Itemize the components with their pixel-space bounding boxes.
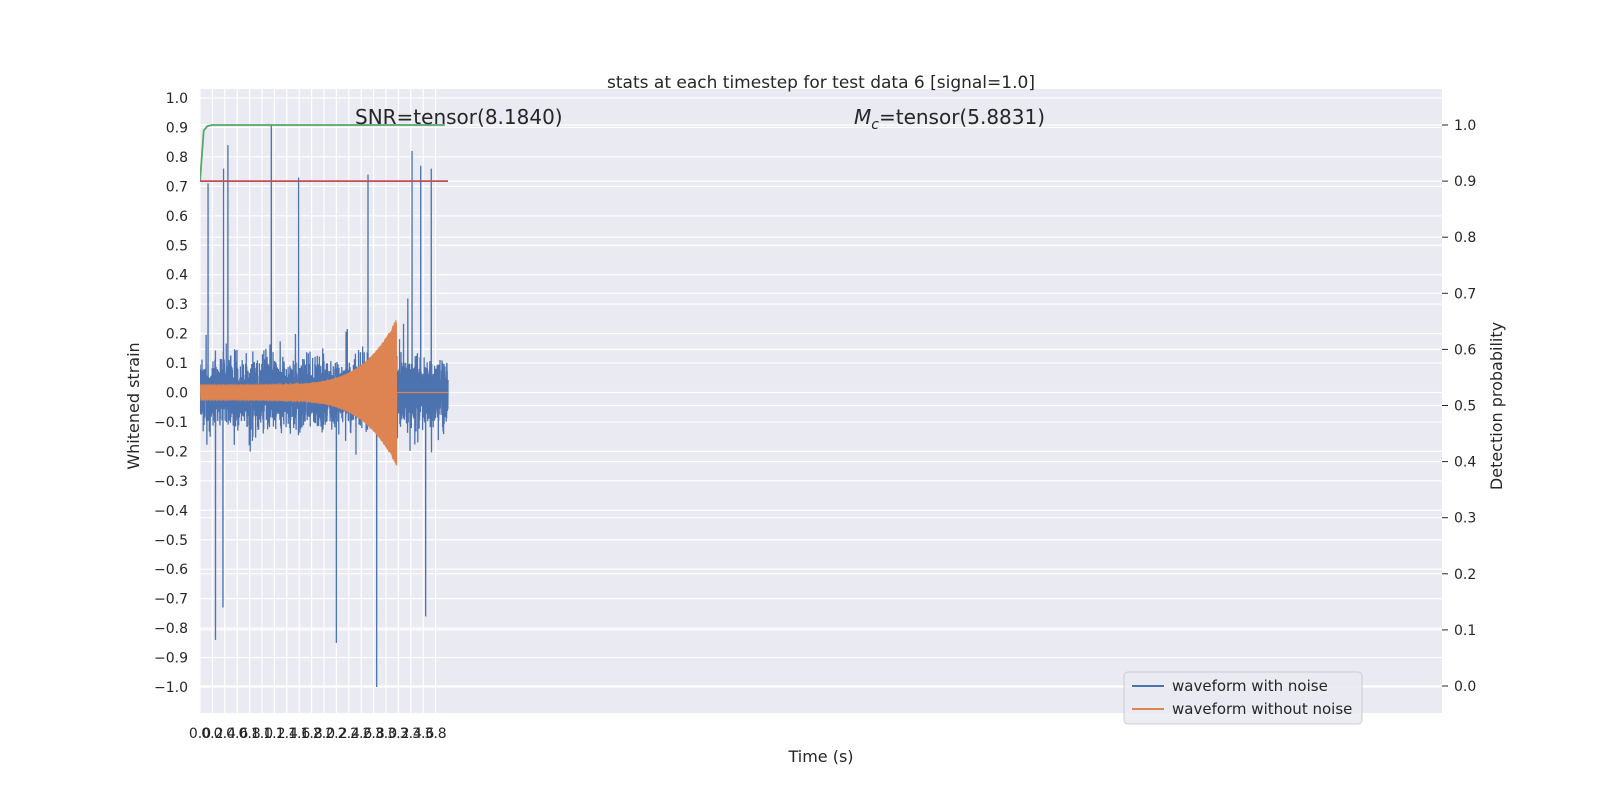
y2-tick-label: 0.8 (1454, 230, 1476, 246)
x-tick-label: 0.6 (226, 726, 248, 742)
y2-tick-label: 0.1 (1454, 623, 1476, 639)
y2-tick-label: 0.4 (1454, 455, 1476, 471)
y-axis-label: Whitened strain (124, 342, 143, 469)
y-tick-label: −0.4 (154, 503, 188, 519)
y2-tick-label: 0.2 (1454, 567, 1476, 583)
chart-title: stats at each timestep for test data 6 [… (607, 73, 1035, 93)
x-axis-ticks: 0.00.20.40.60.81.01.21.41.61.82.02.22.42… (189, 726, 447, 742)
y-tick-label: −1.0 (154, 680, 188, 696)
y2-tick-label: 1.0 (1454, 118, 1476, 134)
x-tick-label: 2.4 (338, 726, 360, 742)
y-tick-label: −0.9 (154, 651, 188, 667)
x-axis-label: Time (s) (787, 747, 853, 766)
x-tick-label: 1.2 (263, 726, 285, 742)
x-tick-label: 3.0 (375, 726, 397, 742)
series-detection-probability (200, 124, 445, 182)
legend-label-noise: waveform with noise (1172, 677, 1328, 695)
y-tick-label: 0.3 (166, 297, 188, 313)
legend-box (1123, 671, 1363, 725)
mc-symbol: M (854, 105, 871, 129)
x-tick-label: 3.8 (424, 726, 446, 742)
y-tick-label: 1.0 (166, 91, 188, 107)
x-tick-label: 0.2 (201, 726, 223, 742)
snr-annotation: SNR=tensor(8.1840) (355, 105, 563, 129)
y-tick-label: 0.5 (166, 238, 188, 254)
y2-axis-label: Detection probability (1487, 322, 1506, 490)
x-tick-label: 3.2 (387, 726, 409, 742)
y2-tick-label: 0.5 (1454, 399, 1476, 415)
y-tick-label: 0.2 (166, 327, 188, 343)
x-tick-label: 1.8 (300, 726, 322, 742)
y-tick-label: −0.5 (154, 533, 188, 549)
y-tick-label: 0.0 (166, 386, 188, 402)
grid-y (200, 97, 1442, 688)
y-tick-label: 0.4 (166, 268, 188, 284)
mc-value: =tensor(5.8831) (879, 105, 1045, 129)
x-tick-label: 1.6 (288, 726, 310, 742)
series-waveform-without-noise (200, 320, 448, 466)
x-tick-label: 1.0 (251, 726, 273, 742)
y-tick-label: −0.6 (154, 562, 188, 578)
y-tick-label: −0.2 (154, 444, 188, 460)
x-tick-label: 0.8 (238, 726, 260, 742)
y2-tick-label: 0.6 (1454, 342, 1476, 358)
series-layer (200, 124, 449, 688)
y-tick-label: 0.7 (166, 179, 188, 195)
y2-tick-label: 0.3 (1454, 511, 1476, 527)
y-tick-label: −0.7 (154, 592, 188, 608)
y-tick-label: −0.8 (154, 621, 188, 637)
mc-subscript: c (871, 117, 879, 133)
y-tick-label: 0.6 (166, 209, 188, 225)
y-tick-label: −0.3 (154, 474, 188, 490)
x-tick-label: 3.6 (412, 726, 434, 742)
x-tick-label: 2.6 (350, 726, 372, 742)
y-tick-label: −0.1 (154, 415, 188, 431)
x-tick-label: 2.8 (362, 726, 384, 742)
y2-axis-ticks: 1.0 0.9 0.8 0.7 0.6 0.5 0.4 0.3 0.2 0.1 0.0 (1442, 118, 1476, 695)
legend-label-clean: waveform without noise (1172, 700, 1352, 718)
x-tick-label: 2.0 (313, 726, 335, 742)
y-tick-label: 0.8 (166, 150, 188, 166)
y-tick-label: 0.9 (166, 120, 188, 136)
y-tick-label: 0.1 (166, 356, 188, 372)
mc-annotation: Mc=tensor(5.8831) (854, 105, 1045, 133)
y2-tick-label: 0.0 (1454, 679, 1476, 695)
y2-tick-label: 0.9 (1454, 174, 1476, 190)
y-axis-ticks: 1.0 0.9 0.8 0.7 0.6 0.5 0.4 0.3 0.2 0.1 0.0 −0.1 −0.… (154, 91, 188, 696)
x-tick-label: 2.2 (325, 726, 347, 742)
y2-tick-label: 0.7 (1454, 286, 1476, 302)
x-tick-label: 0.4 (214, 726, 236, 742)
x-tick-label: 0.0 (189, 726, 211, 742)
x-tick-label: 3.4 (400, 726, 422, 742)
legend: waveform with noise waveform without noi… (1123, 671, 1363, 725)
x-tick-label: 1.4 (276, 726, 298, 742)
